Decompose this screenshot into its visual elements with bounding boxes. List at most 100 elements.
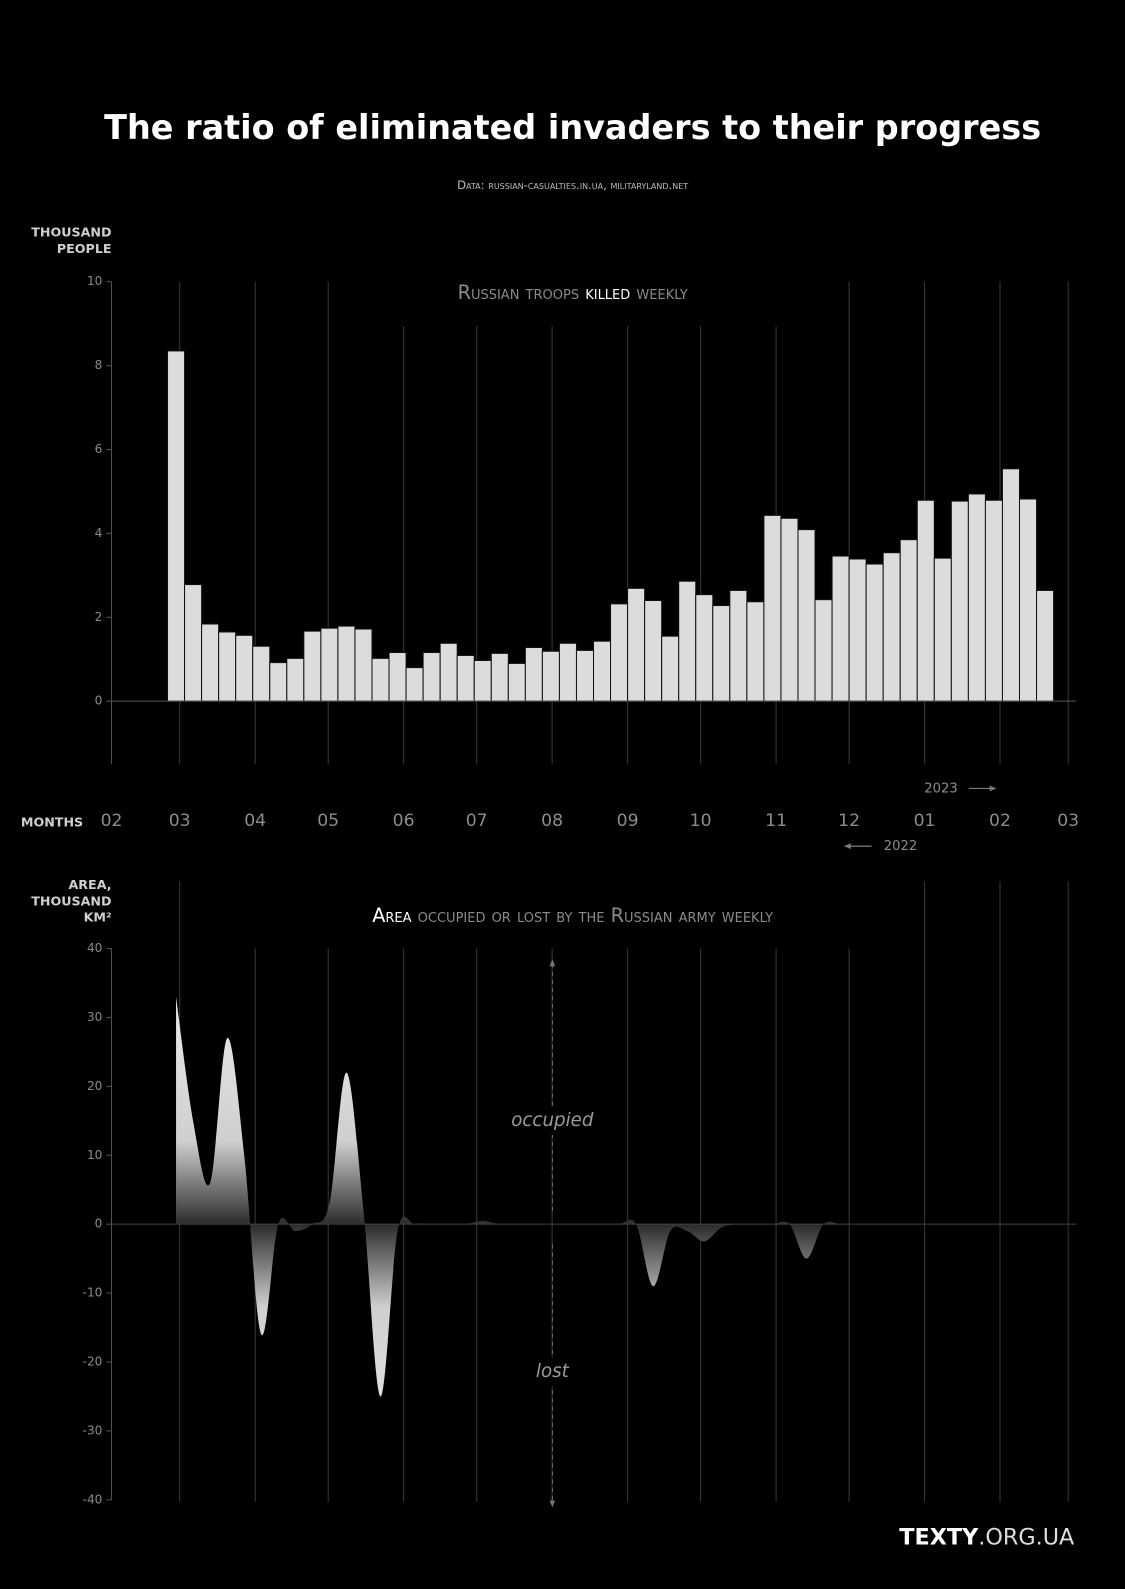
y-axis-label: PEOPLE <box>57 241 112 256</box>
year-label: 2023 <box>924 781 957 796</box>
bar <box>899 539 918 702</box>
bar <box>644 600 663 702</box>
bar <box>575 649 595 702</box>
x-tick-label: 10 <box>690 811 712 831</box>
y-tick-label: 0 <box>95 1217 103 1231</box>
annotation-bg <box>501 1106 604 1135</box>
bar <box>1018 498 1038 702</box>
subtitle-part: Russian troops <box>458 280 580 303</box>
bar <box>218 631 237 702</box>
bar <box>933 557 952 702</box>
subtitle-part: occupied or lost by the Russian army wee… <box>418 904 773 927</box>
bar <box>320 627 339 702</box>
y-axis-label: KM² <box>84 910 112 925</box>
x-tick-label: 05 <box>317 811 339 831</box>
logo: TEXTY.ORG.UA <box>899 1524 1075 1550</box>
bar <box>916 499 935 702</box>
subtitle: Area occupied or lost by the Russian arm… <box>372 904 773 927</box>
bar <box>473 659 492 702</box>
bar <box>712 605 731 702</box>
bar <box>831 555 850 702</box>
bar <box>558 642 577 702</box>
area <box>176 996 1046 1397</box>
bar <box>422 652 441 702</box>
x-tick-label: 03 <box>169 811 191 831</box>
subtitle-part: weekly <box>636 280 687 303</box>
x-tick-label: 06 <box>393 811 415 831</box>
bar <box>303 630 322 702</box>
bar <box>695 594 714 702</box>
x-tick-label: 02 <box>989 811 1011 831</box>
bar <box>456 654 475 702</box>
bar <box>950 500 969 702</box>
y-tick-label: 8 <box>95 358 103 372</box>
y-tick-label: -40 <box>83 1492 103 1506</box>
bar <box>848 558 867 702</box>
title: The ratio of eliminated invaders to thei… <box>104 108 1041 147</box>
bar <box>524 646 543 702</box>
year-label: 2022 <box>884 839 917 854</box>
bar <box>405 667 424 702</box>
bar <box>678 580 697 702</box>
bar <box>797 529 816 702</box>
bar <box>882 552 901 702</box>
bar <box>593 640 612 702</box>
bar <box>371 657 390 702</box>
bar <box>661 635 680 702</box>
x-tick-label: 01 <box>914 811 936 831</box>
subtitle-part: killed <box>585 280 630 303</box>
bar <box>1001 468 1021 702</box>
bar <box>984 499 1003 702</box>
y-tick-label: 0 <box>95 694 103 708</box>
annotation-bg <box>501 1357 604 1387</box>
annotation: lost <box>536 1361 570 1382</box>
bar <box>235 634 254 702</box>
bar <box>507 662 526 702</box>
x-tick-label: 02 <box>101 811 123 831</box>
x-tick-label: 08 <box>541 811 563 831</box>
bar <box>201 623 220 702</box>
x-tick-label: 11 <box>765 811 787 831</box>
bar <box>269 662 288 702</box>
y-tick-label: -20 <box>83 1355 103 1369</box>
bar <box>541 650 560 702</box>
source: Data: russian-casualties.in.ua, military… <box>457 178 688 192</box>
y-axis-label: THOUSAND <box>31 225 111 240</box>
x-tick-label: 03 <box>1057 811 1079 831</box>
bar <box>252 645 271 702</box>
bar <box>967 493 986 702</box>
bar <box>865 563 884 702</box>
y-axis-label: AREA, <box>69 877 112 892</box>
logo-rest: .ORG.UA <box>978 1524 1075 1550</box>
y-tick-label: 4 <box>95 526 103 540</box>
y-tick-label: -30 <box>83 1423 103 1437</box>
bar <box>780 517 799 702</box>
bar <box>167 350 186 702</box>
bar <box>439 642 458 702</box>
bar <box>184 584 203 702</box>
subtitle: Russian troops killed weekly <box>458 280 688 303</box>
bar <box>729 589 748 702</box>
bar <box>388 652 407 702</box>
bar <box>286 657 305 702</box>
y-tick-label: 40 <box>87 941 102 955</box>
y-tick-label: 30 <box>87 1010 102 1024</box>
bar <box>627 587 646 702</box>
bar <box>337 625 356 702</box>
y-tick-label: -10 <box>83 1286 103 1300</box>
y-tick-label: 2 <box>95 610 103 624</box>
x-tick-label: 04 <box>244 811 266 831</box>
logo-bold: TEXTY <box>899 1524 979 1550</box>
y-tick-label: 10 <box>87 1148 102 1162</box>
subtitle-part: Area <box>372 904 411 927</box>
y-axis-label: THOUSAND <box>31 893 111 908</box>
bar <box>814 599 833 702</box>
x-tick-label: 12 <box>838 811 860 831</box>
y-tick-label: 6 <box>95 442 103 456</box>
annotation: occupied <box>511 1110 594 1131</box>
x-tick-label: 09 <box>617 811 639 831</box>
bar <box>490 652 509 702</box>
bar <box>746 601 765 702</box>
